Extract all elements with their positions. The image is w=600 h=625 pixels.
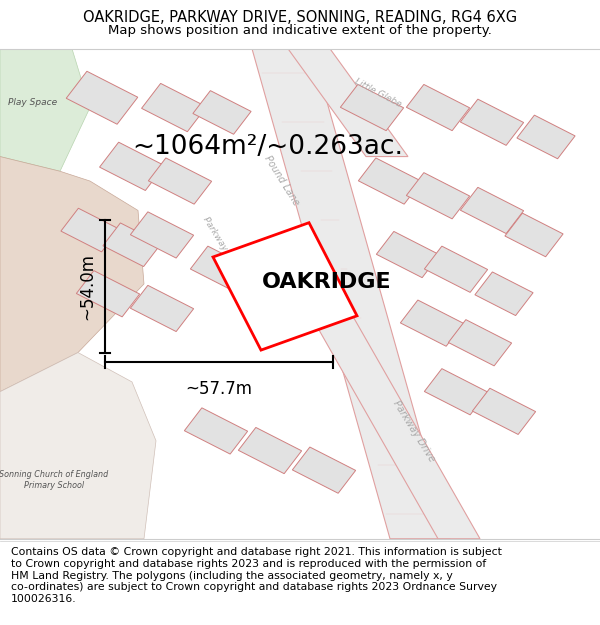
Polygon shape [505,213,563,257]
Polygon shape [0,49,90,171]
Polygon shape [276,245,480,539]
Text: Sonning Church of England
Primary School: Sonning Church of England Primary School [0,470,109,489]
Polygon shape [288,49,408,156]
Polygon shape [460,188,524,234]
Polygon shape [406,173,470,219]
Polygon shape [193,91,251,134]
Polygon shape [130,212,194,258]
Text: Pound Lane: Pound Lane [263,154,301,208]
Polygon shape [0,156,144,392]
Polygon shape [100,142,164,191]
Polygon shape [238,428,302,474]
Polygon shape [448,319,512,366]
Polygon shape [103,223,161,267]
Text: Little Glebe: Little Glebe [353,77,403,109]
Text: Parkway Drive: Parkway Drive [201,215,243,275]
Polygon shape [66,71,138,124]
Polygon shape [358,158,422,204]
Text: Map shows position and indicative extent of the property.: Map shows position and indicative extent… [108,24,492,36]
Polygon shape [130,286,194,331]
Polygon shape [340,84,404,131]
Polygon shape [475,272,533,316]
Text: Play Space: Play Space [8,98,58,107]
Polygon shape [472,388,536,434]
Polygon shape [424,369,488,415]
Text: Parkway Drive: Parkway Drive [391,399,437,464]
Polygon shape [184,408,248,454]
Polygon shape [148,158,212,204]
Polygon shape [252,49,450,539]
Text: OAKRIDGE: OAKRIDGE [262,271,392,291]
Text: OAKRIDGE, PARKWAY DRIVE, SONNING, READING, RG4 6XG: OAKRIDGE, PARKWAY DRIVE, SONNING, READIN… [83,10,517,25]
Polygon shape [61,208,119,252]
Polygon shape [292,447,356,493]
Polygon shape [406,84,470,131]
Polygon shape [76,271,140,317]
Polygon shape [0,352,156,539]
Text: Contains OS data © Crown copyright and database right 2021. This information is : Contains OS data © Crown copyright and d… [11,548,502,604]
Polygon shape [424,246,488,292]
Text: ~1064m²/~0.263ac.: ~1064m²/~0.263ac. [132,134,403,160]
Polygon shape [213,222,357,350]
Text: ~54.0m: ~54.0m [78,253,96,320]
Polygon shape [376,231,440,278]
Polygon shape [460,99,524,146]
Polygon shape [400,300,464,346]
Text: ~57.7m: ~57.7m [185,379,253,398]
Polygon shape [142,83,206,132]
Polygon shape [190,246,254,292]
Polygon shape [517,115,575,159]
